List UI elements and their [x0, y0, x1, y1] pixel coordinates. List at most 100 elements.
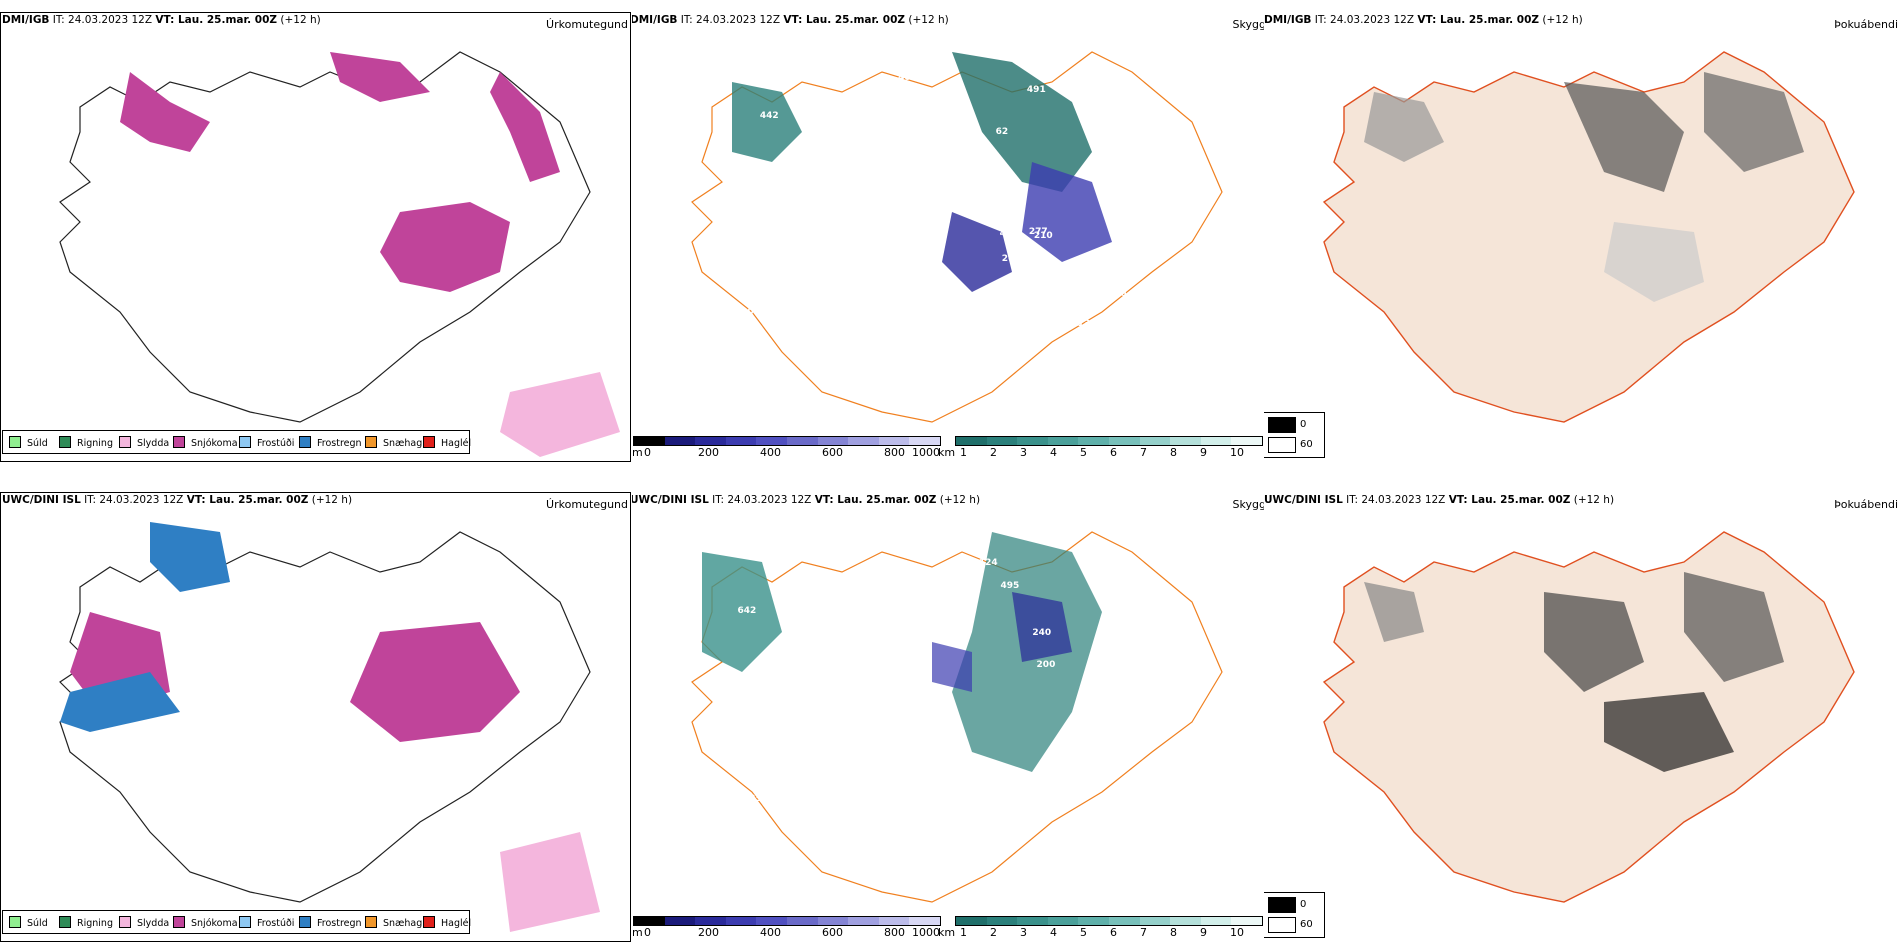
precip-legend: Súld Rigning Slydda Snjókoma Frostúði Fr…	[2, 910, 471, 934]
visibility-value-label: 442	[759, 110, 779, 121]
field-name: Úrkomutegund	[546, 498, 628, 511]
fog-map-uwc	[1322, 531, 1855, 903]
vis-km-tick: 3	[1020, 926, 1027, 939]
legend-swatch	[173, 436, 185, 448]
vis-km-tick: 2	[990, 926, 997, 939]
vis-km-tick: 4	[1050, 926, 1057, 939]
visibility-value-label: 402	[1103, 651, 1123, 662]
visibility-value-label: 605	[1091, 675, 1111, 686]
legend-swatch	[239, 436, 251, 448]
visibility-value-label: 960	[1135, 627, 1155, 638]
vis-km-tick: 10	[1230, 446, 1244, 459]
visibility-value-label: 210	[1033, 230, 1053, 241]
visibility-value-label: 122	[913, 762, 933, 773]
legend-item-frostudi: Frostúði	[239, 436, 294, 449]
panel-header: UWC/DINI ISL IT: 24.03.2023 12Z VT: Lau.…	[1264, 494, 1615, 506]
fog-legend-value: 60	[1300, 919, 1313, 930]
visibility-value-label: 240	[804, 630, 824, 641]
legend-item-haglel: Haglél	[423, 436, 471, 449]
visibility-value-label: 334	[1049, 770, 1069, 781]
visibility-value-label: 245	[842, 148, 862, 159]
legend-swatch	[239, 916, 251, 928]
visibility-value-label: 954	[1130, 772, 1150, 783]
visibility-value-label: 139	[1077, 319, 1097, 330]
vis-km-tick: 3	[1020, 446, 1027, 459]
visibility-map-uwc	[691, 531, 1223, 903]
vis-km-tick: 10	[1230, 926, 1244, 939]
legend-swatch	[423, 436, 435, 448]
fog-legend-swatch	[1268, 917, 1296, 933]
panel-header: DMI/IGB IT: 24.03.2023 12Z VT: Lau. 25.m…	[1264, 14, 1583, 26]
legend-item-rigning: Rigning	[59, 436, 113, 449]
legend-item-frostregn: Frostregn	[299, 436, 362, 449]
visibility-value-label: 491	[1026, 84, 1046, 95]
visibility-value-label: 213	[965, 160, 985, 171]
visibility-value-label: 214	[755, 701, 775, 712]
legend-swatch	[299, 916, 311, 928]
visibility-value-label: 316	[851, 813, 871, 824]
vis-km-tick: 5	[1080, 446, 1087, 459]
visibility-value-label: 234	[893, 282, 912, 293]
visibility-value-label: 279	[846, 576, 866, 587]
legend-item-snjokoma: Snjókoma	[173, 436, 238, 449]
visibility-value-label: 223	[1137, 651, 1157, 662]
vis-km-tick: 9	[1200, 926, 1207, 939]
legend-item-snaehagl: Snæhagl	[365, 436, 425, 449]
legend-item-snaehagl: Snæhagl	[365, 916, 425, 929]
vis-m-tick: 0	[644, 446, 651, 459]
visibility-value-label: 231	[1118, 778, 1138, 789]
vis-km-tick: 6	[1110, 926, 1117, 939]
legend-item-frostregn: Frostregn	[299, 916, 362, 929]
visibility-value-label: 277	[1028, 227, 1048, 238]
visibility-km-unit: km	[938, 926, 956, 939]
legend-swatch	[119, 436, 131, 448]
vis-km-tick: 1	[960, 926, 967, 939]
visibility-value-label: 129	[805, 295, 824, 306]
visibility-value-label: 355	[1120, 100, 1140, 111]
visibility-value-label: 146	[767, 264, 787, 275]
fog-legend-value: 60	[1300, 439, 1313, 450]
visibility-value-label: 354	[856, 563, 876, 574]
vis-m-tick: 800	[884, 446, 905, 459]
vis-km-tick: 8	[1170, 446, 1177, 459]
visibility-value-label: 477	[818, 262, 838, 273]
visibility-m-colorbar	[633, 916, 941, 926]
legend-swatch	[119, 916, 131, 928]
visibility-value-label: 482	[745, 763, 764, 774]
legend-item-slydda: Slydda	[119, 436, 169, 449]
visibility-value-label: 310	[847, 770, 867, 781]
visibility-value-label: 124	[978, 558, 998, 569]
visibility-value-label: 62	[995, 126, 1009, 137]
legend-item-rigning: Rigning	[59, 916, 113, 929]
visibility-km-colorbar	[955, 436, 1263, 446]
vis-km-tick: 1	[960, 446, 967, 459]
vis-m-tick: 1000	[912, 446, 940, 459]
vis-m-tick: 600	[822, 926, 843, 939]
vis-km-tick: 7	[1140, 926, 1147, 939]
visibility-value-label: 167	[1113, 319, 1132, 330]
visibility-value-labels: 950 960 954 100 359 354 757 310 144 240 223 642 605 8…	[632, 492, 1264, 942]
vis-m-tick: 400	[760, 446, 781, 459]
visibility-value-label: 265	[1001, 254, 1021, 265]
fog-map-dmi	[1322, 51, 1855, 423]
visibility-km-unit: km	[938, 446, 956, 459]
visibility-value-label: 93	[1111, 724, 1124, 735]
field-name: Úrkomutegund	[546, 18, 628, 31]
vis-m-tick: 0	[644, 926, 651, 939]
precip-legend: Súld Rigning Slydda Snjókoma Frostúði Fr…	[2, 430, 471, 454]
field-name: Skyggni	[1232, 498, 1264, 511]
visibility-value-label: 495	[1000, 581, 1020, 592]
visibility-value-label: 359	[749, 793, 769, 804]
visibility-value-label: 144	[1116, 570, 1136, 581]
visibility-value-label: 830	[886, 809, 905, 820]
fog-legend-swatch	[1268, 897, 1296, 913]
visibility-value-label: 950	[1091, 759, 1111, 770]
visibility-value-label: 240	[1032, 628, 1052, 639]
fog-legend-value: 0	[1300, 419, 1307, 430]
visibility-m-unit: m	[632, 926, 643, 939]
visibility-value-label: 97	[940, 140, 954, 151]
fog-legend-value: 0	[1300, 899, 1307, 910]
panel-header: DMI/IGB IT: 24.03.2023 12Z VT: Lau. 25.m…	[632, 14, 949, 26]
visibility-value-label: 175	[1120, 138, 1140, 149]
fog-legend-swatch	[1268, 437, 1296, 453]
